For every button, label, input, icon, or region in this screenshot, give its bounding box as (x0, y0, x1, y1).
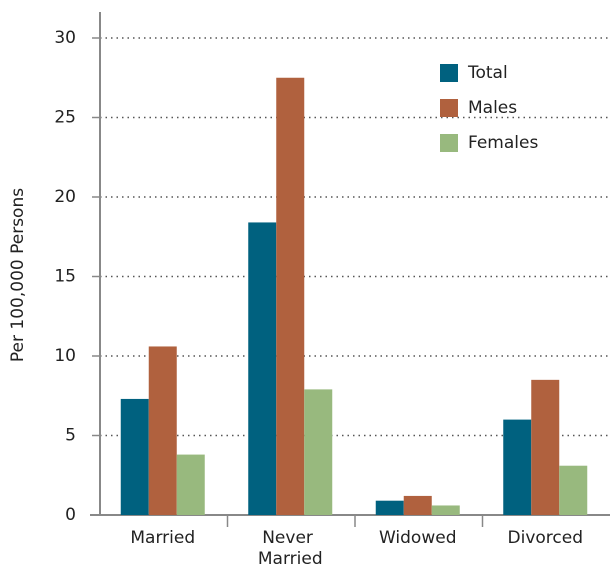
y-tick-label: 20 (54, 187, 76, 207)
y-axis-label: Per 100,000 Persons (8, 188, 28, 362)
bar (120, 398, 149, 515)
legend-label: Females (468, 133, 538, 153)
legend-label: Total (467, 63, 508, 83)
bar (431, 505, 460, 515)
y-tick-label: 5 (65, 426, 76, 446)
bar (531, 379, 560, 515)
legend-swatch (440, 134, 458, 152)
y-tick-label: 15 (54, 267, 76, 287)
x-tick-label: Married (130, 528, 195, 548)
bar (276, 77, 305, 515)
legend-label: Males (468, 98, 517, 118)
bar (148, 346, 177, 515)
bar (403, 495, 432, 515)
legend-swatch (440, 64, 458, 82)
y-tick-label: 25 (54, 108, 76, 128)
legend-swatch (440, 99, 458, 117)
bar (375, 500, 404, 515)
x-tick-label: Never Married (258, 528, 323, 568)
y-tick-label: 10 (54, 346, 76, 366)
y-tick-label: 0 (65, 505, 76, 525)
bar (248, 222, 277, 515)
bar (503, 419, 532, 515)
bar (176, 454, 205, 515)
bar (304, 389, 333, 515)
x-tick-label: Divorced (508, 528, 584, 548)
bar (559, 465, 588, 515)
x-tick-label: Widowed (379, 528, 457, 548)
y-tick-label: 30 (54, 28, 76, 48)
